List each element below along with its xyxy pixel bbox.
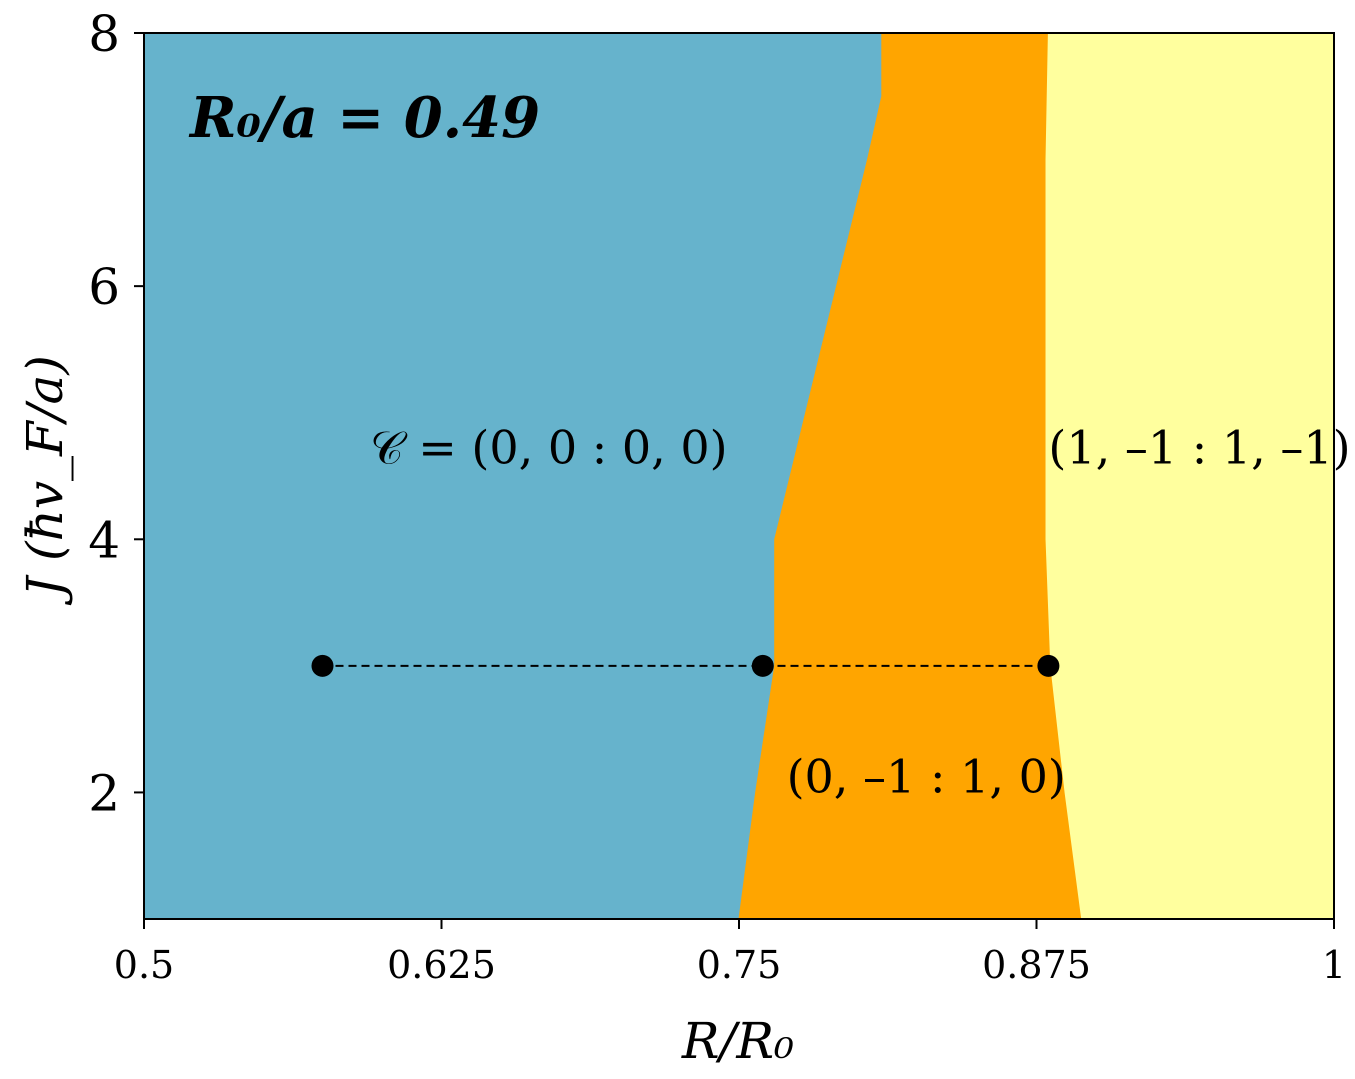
x-tick-label: 0.75 <box>697 943 782 987</box>
y-tick-label: 2 <box>88 764 120 822</box>
x-tick-label: 0.625 <box>387 943 496 987</box>
region-3 <box>1045 32 1335 920</box>
y-tick-label: 4 <box>88 511 120 569</box>
region-label-2: (0, –1 : 1, 0) <box>787 749 1066 803</box>
region-label-1: 𝒞 = (0, 0 : 0, 0) <box>370 420 728 474</box>
chart-annotation: R₀/a = 0.49 <box>188 85 540 151</box>
path-point-1 <box>311 654 334 677</box>
path-point-3 <box>1037 654 1060 677</box>
axis-ticks: 0.5 0.625 0.75 0.875 1 2 4 6 8 <box>88 5 1346 987</box>
x-tick-label: 0.5 <box>114 943 174 987</box>
region-label-3: (1, –1 : 1, –1) <box>1048 420 1350 474</box>
y-tick-label: 6 <box>88 258 120 316</box>
region-labels: 𝒞 = (0, 0 : 0, 0) (0, –1 : 1, 0) (1, –1 : … <box>370 420 1351 803</box>
x-tick-label: 1 <box>1322 943 1346 987</box>
y-tick-label: 8 <box>88 5 120 63</box>
phase-path <box>311 654 1060 677</box>
x-tick-label: 0.875 <box>982 943 1091 987</box>
path-point-2 <box>751 654 774 677</box>
phase-regions <box>143 32 1335 920</box>
y-axis-label: J (ħv_F/a) <box>16 355 74 606</box>
x-axis-label: R/R₀ <box>681 1012 794 1070</box>
